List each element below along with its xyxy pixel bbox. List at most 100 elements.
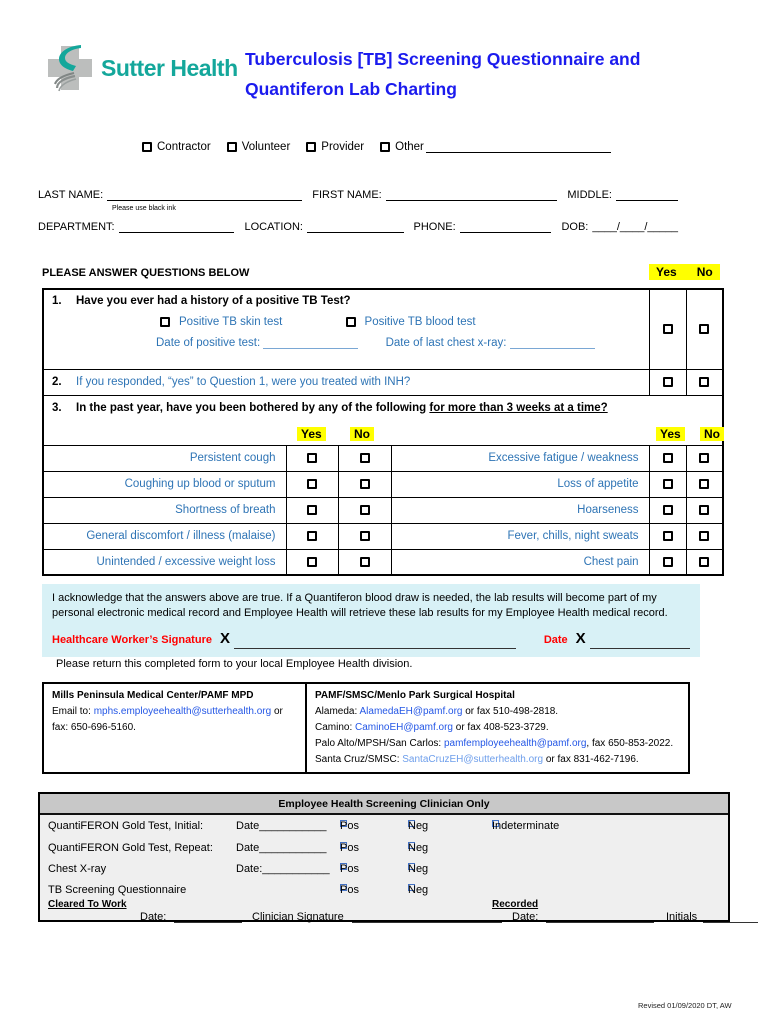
quantiferon-initial-label: QuantiFERON Gold Test, Initial: [48,820,204,832]
employee-health-contacts-box: Mills Peninsula Medical Center/PAMF MPD … [42,682,690,774]
indeterminate-label: Indeterminate [492,820,560,832]
cleared-date-label: Date: [140,911,167,923]
indeterminate-checkbox[interactable] [492,820,499,827]
symptom-label: Fever, chills, night sweats [390,522,650,550]
neg-checkbox[interactable] [408,842,415,849]
role-provider: Provider [306,141,364,153]
last-name-field[interactable] [107,190,303,201]
yes-checkbox[interactable] [307,452,317,463]
pos-checkbox[interactable] [340,820,347,827]
chest-xray-date-field[interactable]: Date:___________ [236,863,330,875]
quantiferon-repeat-date-field[interactable]: Date___________ [236,842,327,854]
department-field[interactable] [118,222,235,233]
revision-note: Revised 01/09/2020 DT, AW [638,1001,732,1010]
signature-date-label: Date [543,634,568,647]
contact-suffix: , fax 650-853-2022. [586,738,674,749]
contact-suffix: or fax 510-498-2818. [462,706,559,717]
neg-label: Neg [408,820,429,832]
question-3-header-row: 3. In the past year, have you been bother… [42,394,724,446]
question-3-text: In the past year, have you been bothered… [76,402,430,414]
neg-checkbox[interactable] [408,820,415,827]
phone-field[interactable] [459,222,552,233]
location-field[interactable] [306,222,404,233]
yes-checkbox[interactable] [662,452,673,463]
email-link-alameda[interactable]: AlamedaEH@pamf.org [359,706,463,717]
yes-checkbox[interactable] [307,530,317,541]
symptom-label: Persistent cough [42,444,287,472]
no-checkbox[interactable] [699,530,710,541]
quantiferon-repeat-label: QuantiFERON Gold Test, Repeat: [48,842,213,854]
middle-label: MIDDLE: [567,189,612,201]
no-checkbox[interactable] [699,556,710,567]
contact-title-mills: Mills Peninsula Medical Center/PAMF MPD [52,690,254,701]
yes-checkbox[interactable] [307,478,317,489]
positive-blood-test-checkbox[interactable] [345,316,356,327]
no-checkbox[interactable] [359,556,370,567]
q2-yes-checkbox[interactable] [662,376,673,387]
clinician-signature-field[interactable] [352,911,502,923]
signature-date-field[interactable] [589,636,690,649]
healthcare-worker-signature-field[interactable] [233,636,516,649]
contact-line-mills: Email to: mphs.employeehealth@sutterheal… [52,704,297,736]
q1-no-checkbox[interactable] [699,324,710,335]
email-link-santacruz[interactable]: SantaCruzEH@sutterhealth.org [402,754,544,765]
yes-checkbox[interactable] [307,504,317,515]
initials-field[interactable] [703,911,758,923]
q2-no-checkbox[interactable] [699,376,710,387]
no-checkbox[interactable] [359,530,370,541]
first-name-field[interactable] [385,190,558,201]
question-2-row: 2. If you responded, “yes” to Question 1,… [42,368,724,396]
yes-checkbox[interactable] [662,530,673,541]
positive-skin-test-checkbox[interactable] [160,316,170,327]
q3-left-no-label: No [350,427,374,441]
contact-line-camino: Camino: CaminoEH@pamf.org or fax 408-523… [315,720,686,736]
question-1-options: Positive TB skin test Positive TB blood … [160,316,649,328]
pos-checkbox[interactable] [340,884,347,891]
yes-checkbox[interactable] [662,478,673,489]
tb-questionnaire-label: TB Screening Questionnaire [48,884,187,896]
contractor-checkbox[interactable] [142,142,152,152]
symptom-label: Shortness of breath [42,496,287,524]
neg-checkbox[interactable] [408,863,415,870]
email-link-paloalto[interactable]: pamfemployeehealth@pamf.org [443,738,587,749]
question-2-number: 2. [52,376,62,388]
date-positive-test-field[interactable] [263,338,359,349]
no-header-label: No [696,265,713,279]
dob-field[interactable]: ____/____/_____ [592,221,679,233]
clinician-signature-label: Clinician Signature [252,911,344,923]
role-contractor: Contractor [142,141,211,153]
yes-checkbox[interactable] [662,556,673,567]
cleared-date-field[interactable] [174,911,242,923]
neg-checkbox[interactable] [408,884,415,891]
provider-checkbox[interactable] [306,142,317,152]
email-link-camino[interactable]: CaminoEH@pamf.org [355,722,453,733]
positive-blood-test-label: Positive TB blood test [364,316,476,328]
other-checkbox[interactable] [380,142,391,152]
middle-field[interactable] [616,190,678,201]
volunteer-checkbox[interactable] [226,142,237,152]
first-name-label: FIRST NAME: [312,189,382,201]
no-checkbox[interactable] [359,504,370,515]
clinician-section-body: QuantiFERON Gold Test, Initial: Date____… [40,815,758,923]
q1-yes-checkbox[interactable] [662,324,673,335]
no-checkbox[interactable] [359,478,370,489]
no-checkbox[interactable] [699,504,710,515]
question-2-text: If you responded, “yes” to Question 1, w… [76,376,411,388]
symptom-row: Unintended / excessive weight loss Chest… [42,548,724,576]
other-text-field[interactable] [425,141,611,153]
pos-checkbox[interactable] [340,842,347,849]
yes-checkbox[interactable] [662,504,673,515]
pos-checkbox[interactable] [340,863,347,870]
symptom-label: Chest pain [390,548,650,576]
date-chest-xray-field[interactable] [509,338,595,349]
no-checkbox[interactable] [699,452,710,463]
no-checkbox[interactable] [359,452,370,463]
yes-checkbox[interactable] [307,556,317,567]
dob-label: DOB: [561,221,589,233]
recorded-date-field[interactable] [546,911,654,923]
neg-label: Neg [408,863,429,875]
email-link-mphs[interactable]: mphs.employeehealth@sutterhealth.org [93,706,272,717]
quantiferon-initial-date-field[interactable]: Date___________ [236,820,327,832]
contact-suffix: or fax 408-523-3729. [452,722,549,733]
no-checkbox[interactable] [699,478,710,489]
